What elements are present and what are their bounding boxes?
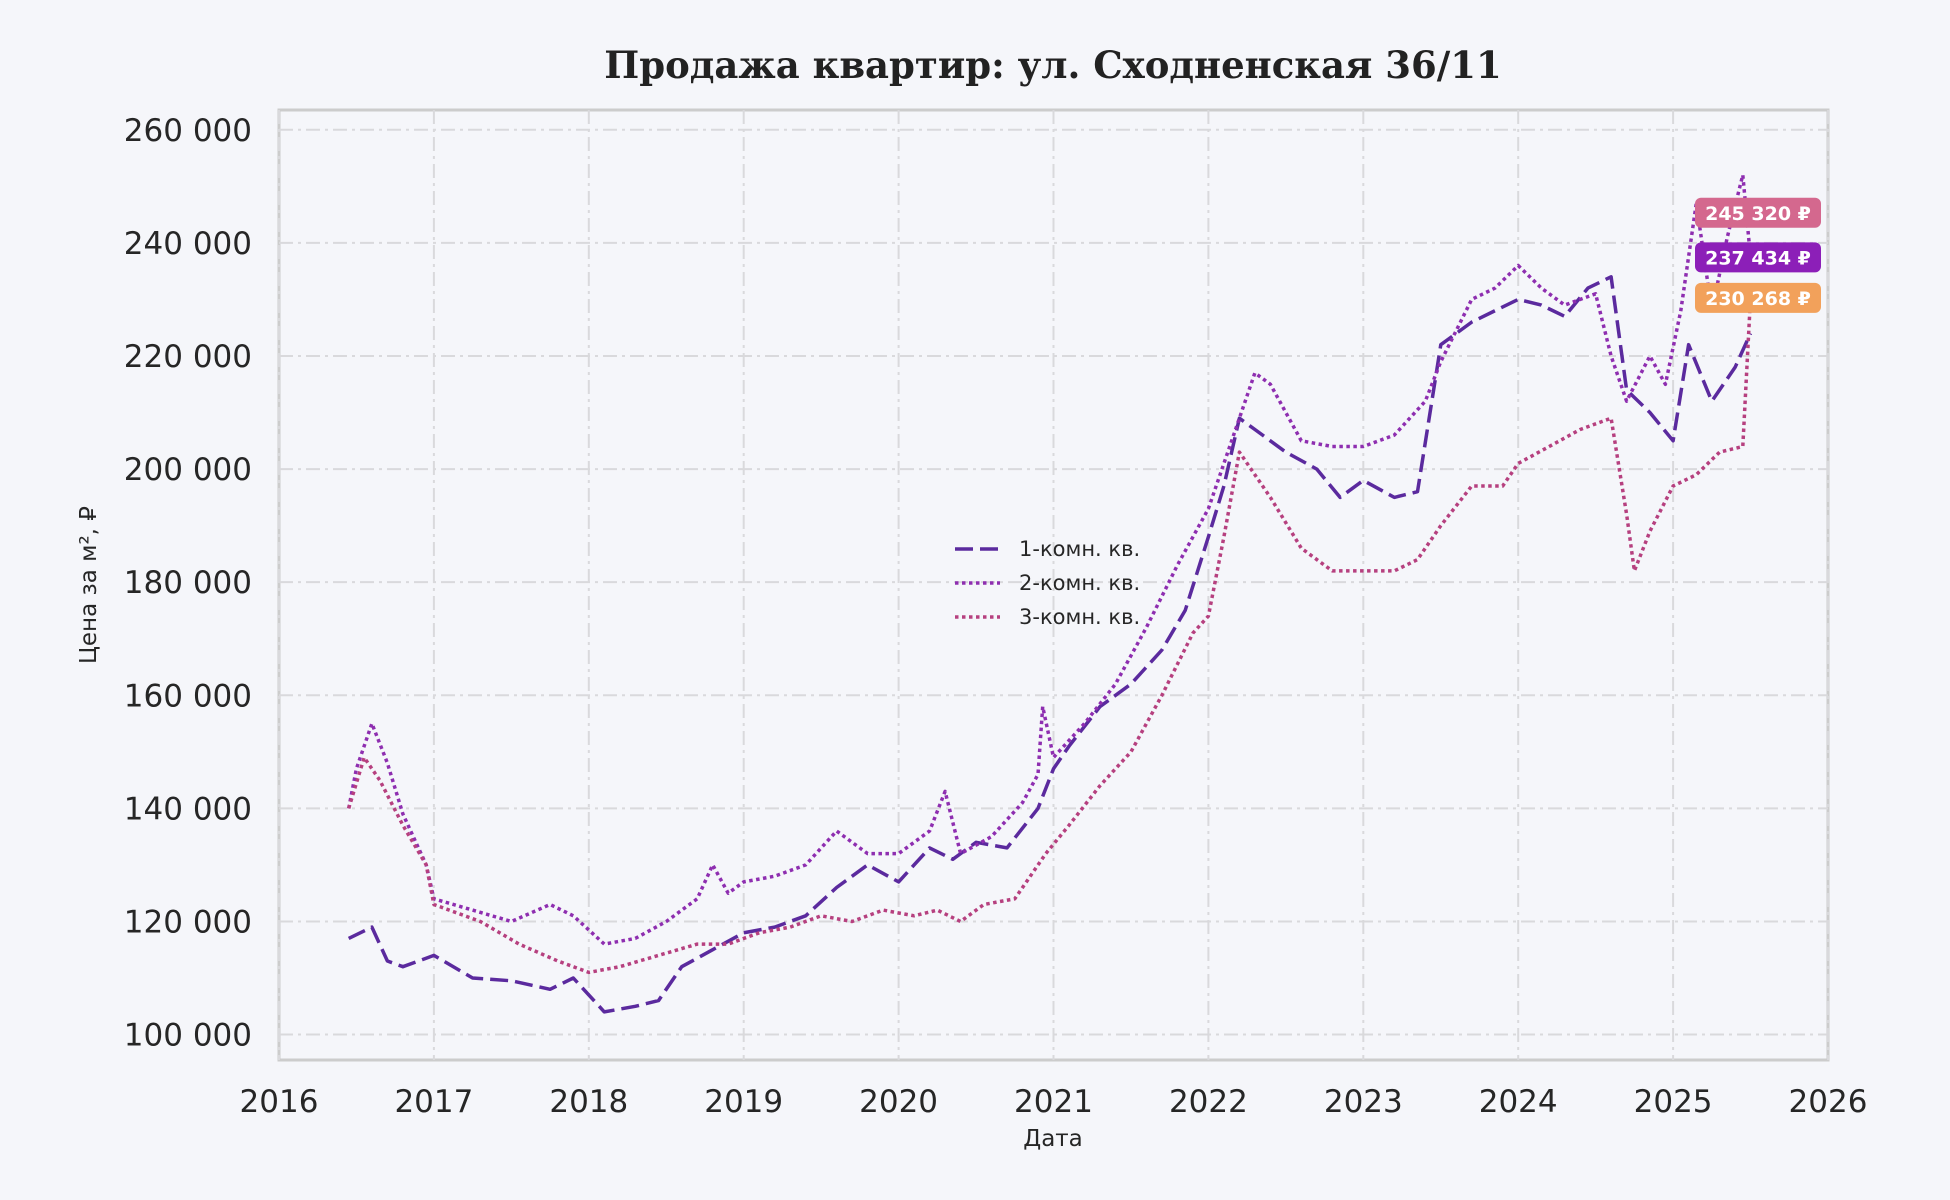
x-tick-label: 2020 xyxy=(859,1084,938,1120)
value-badge-label: 230 268 ₽ xyxy=(1705,288,1811,310)
y-axis-label: Цена за м², ₽ xyxy=(76,506,102,664)
y-tick-label: 140 000 xyxy=(124,791,252,827)
x-tick-label: 2025 xyxy=(1634,1084,1713,1120)
x-tick-label: 2016 xyxy=(240,1084,319,1120)
series-line-1 xyxy=(347,275,1753,1014)
value-badge-3 xyxy=(1695,282,1821,313)
y-tick-label: 220 000 xyxy=(124,339,252,375)
legend-label: 2-комн. кв. xyxy=(1019,571,1140,595)
y-tick-label: 200 000 xyxy=(124,452,252,488)
x-tick-label: 2018 xyxy=(549,1084,628,1120)
y-tick-label: 260 000 xyxy=(124,113,252,149)
value-badge-2 xyxy=(1695,242,1821,273)
x-tick-label: 2017 xyxy=(394,1084,473,1120)
x-tick-label: 2024 xyxy=(1479,1084,1558,1120)
series-line-2 xyxy=(346,173,1753,946)
x-tick-label: 2019 xyxy=(704,1084,783,1120)
y-tick-label: 120 000 xyxy=(124,904,252,940)
value-badge-label: 237 434 ₽ xyxy=(1705,247,1811,269)
y-axis-ticks: 100 000 120 000 140 000 160 000 180 000 200 0… xyxy=(124,113,252,1054)
y-tick-label: 240 000 xyxy=(124,226,252,262)
x-axis-label: Дата xyxy=(1023,1126,1083,1152)
value-badges: 245 320 ₽ 237 434 ₽ 230 268 ₽ xyxy=(1695,197,1821,313)
series-lines xyxy=(346,173,1753,1014)
y-tick-label: 160 000 xyxy=(124,678,252,714)
y-tick-label: 100 000 xyxy=(124,1018,252,1054)
value-badge-1 xyxy=(1695,197,1821,228)
legend-label: 3-комн. кв. xyxy=(1019,605,1140,629)
x-axis-ticks: 2016 2017 2018 2019 2020 2021 2022 2023 2024 2025… xyxy=(240,1084,1868,1120)
x-tick-label: 2023 xyxy=(1324,1084,1403,1120)
x-tick-label: 2021 xyxy=(1014,1084,1093,1120)
legend: 1-комн. кв. 2-комн. кв. 3-комн. кв. xyxy=(955,537,1140,629)
legend-label: 1-комн. кв. xyxy=(1019,537,1140,561)
grid-lines xyxy=(278,110,1829,1060)
value-badge-label: 245 320 ₽ xyxy=(1705,203,1811,225)
y-tick-label: 180 000 xyxy=(124,565,252,601)
x-tick-label: 2026 xyxy=(1789,1084,1868,1120)
chart-title: Продажа квартир: ул. Сходненская 36/11 xyxy=(604,43,1501,87)
x-tick-label: 2022 xyxy=(1169,1084,1248,1120)
